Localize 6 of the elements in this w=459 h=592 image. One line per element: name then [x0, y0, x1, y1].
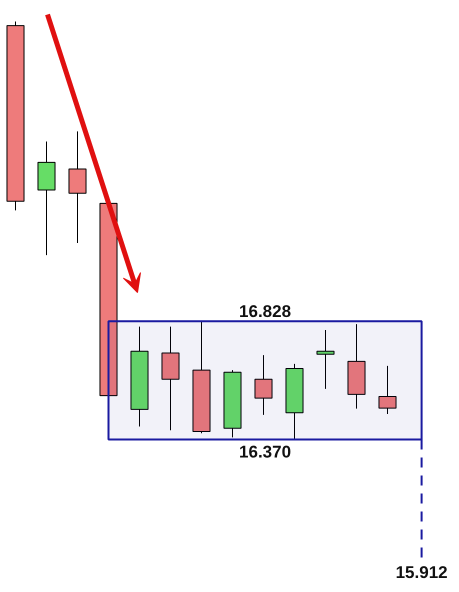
- text: 16.370: [239, 442, 292, 462]
- text: 15.912: [396, 562, 448, 582]
- candlestick: [254, 354, 273, 416]
- annotation: 16.828: [239, 302, 292, 322]
- candlestick: [316, 329, 335, 390]
- candlestick: [378, 365, 397, 414]
